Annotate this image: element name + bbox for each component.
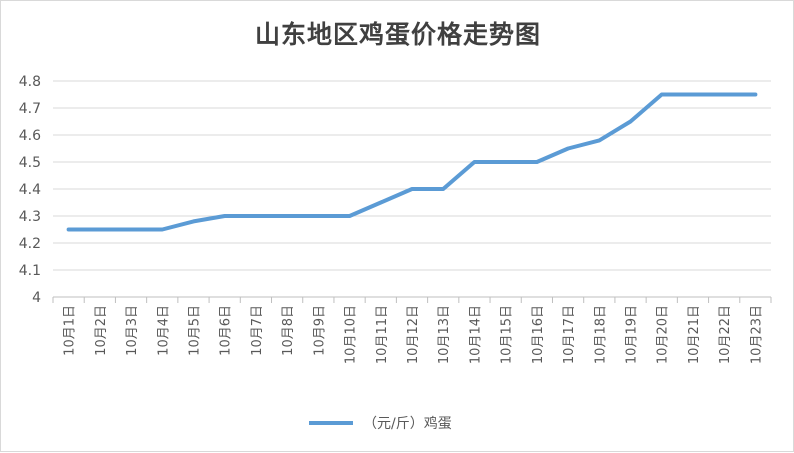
- legend: （元/斤）鸡蛋: [309, 413, 452, 433]
- x-tick-label: 10月2日: [94, 305, 109, 356]
- y-tick-label: 4.7: [19, 101, 41, 117]
- x-tick-label: 10月23日: [749, 305, 764, 364]
- x-tick-label: 10月7日: [250, 305, 265, 356]
- x-tick-label: 10月9日: [312, 305, 327, 356]
- y-tick-label: 4.3: [19, 209, 41, 225]
- y-tick-label: 4.1: [19, 263, 41, 279]
- x-tick-label: 10月14日: [468, 305, 483, 364]
- x-tick-label: 10月5日: [187, 305, 202, 356]
- x-tick-label: 10月10日: [344, 305, 359, 364]
- x-tick-label: 10月8日: [281, 305, 296, 356]
- x-tick-label: 10月1日: [63, 305, 78, 356]
- x-tick-label: 10月19日: [625, 305, 640, 364]
- x-tick-label: 10月11日: [375, 305, 390, 364]
- x-tick-label: 10月4日: [156, 305, 171, 356]
- y-tick-label: 4.4: [19, 182, 41, 198]
- y-tick-label: 4.6: [19, 128, 41, 144]
- legend-swatch: [309, 421, 353, 425]
- x-tick-label: 10月3日: [125, 305, 140, 356]
- x-tick-label: 10月18日: [593, 305, 608, 364]
- y-tick-label: 4: [32, 290, 41, 306]
- x-tick-label: 10月13日: [437, 305, 452, 364]
- x-tick-label: 10月6日: [219, 305, 234, 356]
- x-tick-label: 10月17日: [562, 305, 577, 364]
- x-tick-label: 10月15日: [500, 305, 515, 364]
- x-tick-label: 10月22日: [718, 305, 733, 364]
- legend-label: （元/斤）鸡蛋: [363, 413, 452, 433]
- y-tick-label: 4.2: [19, 236, 41, 252]
- x-tick-label: 10月16日: [531, 305, 546, 364]
- x-tick-label: 10月20日: [656, 305, 671, 364]
- x-tick-label: 10月12日: [406, 305, 421, 364]
- y-tick-label: 4.8: [19, 74, 41, 90]
- x-tick-label: 10月21日: [687, 305, 702, 364]
- y-tick-label: 4.5: [19, 155, 41, 171]
